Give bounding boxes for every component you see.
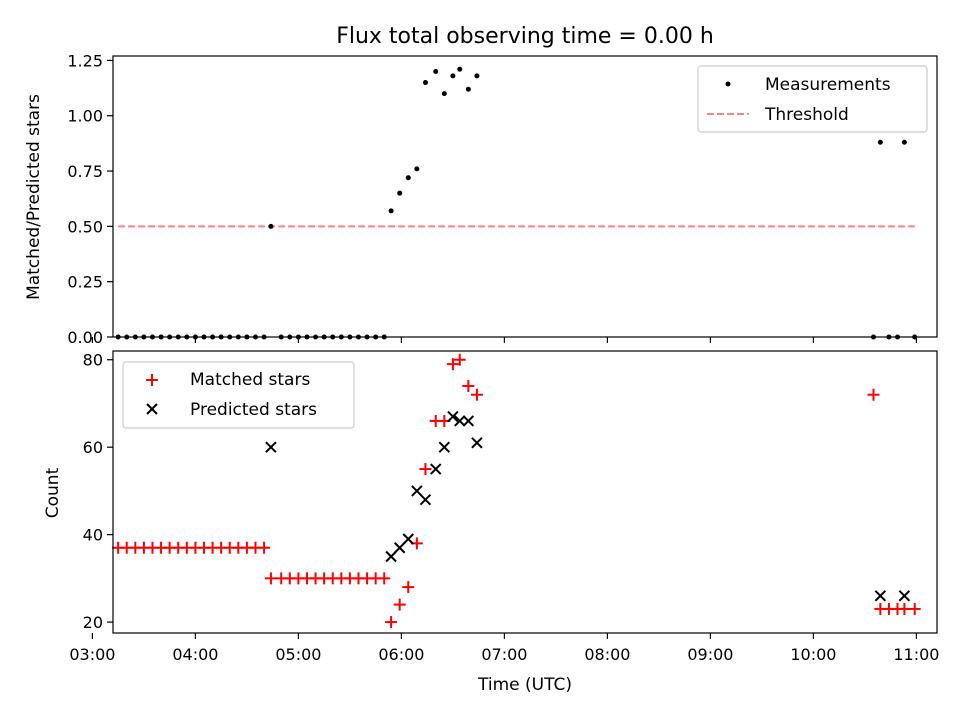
measurement-point	[268, 223, 274, 229]
predicted-star-point	[874, 590, 887, 602]
matched-star-point	[446, 358, 459, 371]
top-legend: Measurements Threshold	[697, 65, 928, 133]
predicted-star-point	[411, 485, 423, 497]
matched-star-point	[898, 602, 911, 615]
bottom-y-axis-label: Count	[43, 467, 63, 518]
legend-measurements-label: Measurements	[765, 75, 891, 95]
xtick-label: 03:00	[69, 645, 115, 664]
bottom-ytick-label: 40	[83, 526, 103, 545]
xtick-label: 08:00	[584, 645, 630, 664]
predicted-star-point	[447, 410, 459, 423]
bottom-x-axis: 03:00 04:00 05:00 06:00 07:00 08:00 09:00 10:00…	[69, 633, 939, 664]
xtick-label: 05:00	[275, 645, 321, 664]
legend-threshold-label: Threshold	[764, 105, 849, 125]
top-y-axis-label: Matched/Predicted stars	[24, 94, 44, 300]
legend-predicted-marker	[146, 403, 158, 415]
legend-measurements-marker	[725, 81, 731, 87]
top-legend-box	[697, 65, 928, 133]
chart-title: Flux total observing time = 0.00 h	[336, 24, 714, 49]
predicted-star-point	[462, 415, 475, 427]
xtick-label: 11:00	[893, 645, 939, 664]
xtick-label: 07:00	[481, 645, 527, 664]
predicted-star-point	[898, 590, 911, 602]
predicted-star-point	[454, 415, 466, 427]
measurement-point	[450, 73, 456, 79]
top-y-axis: 0.00 0.25 0.50 0.75 1.00 1.25	[67, 51, 113, 347]
legend-matched-marker	[146, 374, 158, 386]
top-ytick-label: 1.00	[67, 107, 103, 126]
measurement-point	[414, 166, 420, 172]
predicted-star-point	[471, 437, 483, 449]
legend-predicted-label: Predicted stars	[190, 400, 317, 420]
predicted-star-point	[265, 441, 277, 453]
measurement-point	[877, 139, 883, 145]
matched-star-point	[867, 388, 880, 401]
top-ytick-label: 0.25	[67, 273, 103, 292]
matched-star-point	[453, 353, 466, 366]
bottom-panel: Count Time (UTC) 20 40 60 80 03:00 04:00 05:0…	[43, 350, 939, 695]
predicted-star-point	[419, 493, 432, 506]
bottom-plot-area	[112, 353, 921, 629]
matched-star-point	[378, 572, 391, 585]
top-panel: Flux total observing time = 0.00 h Match…	[24, 24, 938, 347]
top-ytick-label: 0.50	[67, 217, 103, 236]
predicted-star-point	[393, 542, 406, 554]
predicted-star-point	[385, 550, 397, 563]
legend-matched-label: Matched stars	[190, 370, 310, 390]
bottom-legend-box	[122, 361, 355, 429]
x-axis-label: Time (UTC)	[477, 675, 572, 695]
matched-star-point	[470, 388, 483, 401]
xtick-label: 04:00	[172, 645, 218, 664]
measurement-point	[441, 91, 447, 97]
xtick-label: 10:00	[790, 645, 836, 664]
matched-star-point	[402, 581, 415, 594]
predicted-star-point	[438, 441, 451, 453]
matched-star-point	[385, 616, 398, 629]
matched-star-point	[462, 379, 475, 392]
measurement-point	[474, 73, 480, 79]
measurement-point	[405, 175, 411, 181]
measurement-point	[901, 139, 907, 145]
bottom-ytick-label: 60	[83, 438, 103, 457]
matched-star-point	[393, 598, 406, 611]
measurement-point	[457, 66, 463, 72]
measurement-point	[397, 190, 403, 196]
bottom-y-axis: 20 40 60 80	[83, 351, 113, 632]
top-axes-frame	[112, 55, 938, 338]
measurement-point	[388, 208, 394, 214]
matched-star-point	[908, 602, 921, 615]
bottom-legend: Matched stars Predicted stars	[122, 361, 355, 429]
measurement-point	[465, 86, 471, 92]
measurement-point	[433, 68, 439, 74]
top-ytick-label: 1.25	[67, 51, 103, 70]
matched-star-point	[419, 463, 432, 476]
bottom-ytick-label: 80	[83, 351, 103, 370]
xtick-label: 09:00	[687, 645, 733, 664]
matched-star-point	[264, 572, 277, 585]
predicted-star-point	[430, 463, 442, 475]
matched-star-point	[258, 541, 271, 554]
top-ytick-label: 0.00	[67, 328, 103, 347]
xtick-label: 06:00	[378, 645, 424, 664]
top-ytick-label: 0.75	[67, 162, 103, 181]
measurement-point	[422, 80, 428, 86]
bottom-ytick-label: 20	[83, 613, 103, 632]
predicted-star-point	[402, 533, 414, 545]
bottom-axes-frame	[112, 350, 938, 634]
